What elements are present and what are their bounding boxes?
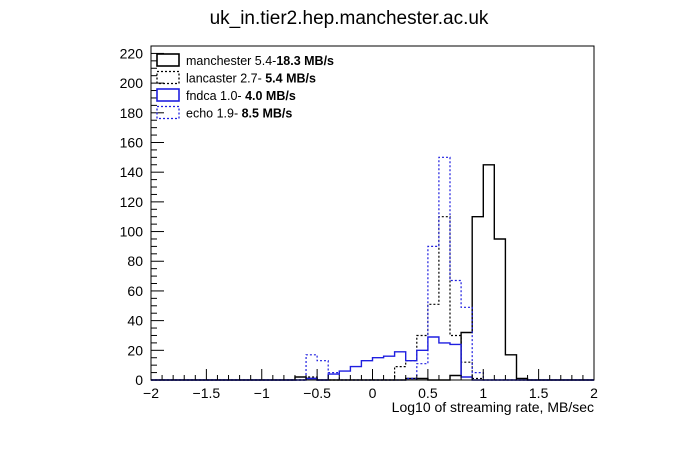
legend-range: 18.3 MB/s (276, 54, 334, 68)
series-manchester (151, 164, 594, 381)
legend-label: manchester 5.4-18.3 MB/s (186, 54, 334, 68)
legend-entry-echo: echo 1.9- 8.5 MB/s (156, 105, 292, 121)
legend-entry-manchester: manchester 5.4-18.3 MB/s (156, 53, 334, 68)
x-tick-label: −1 (254, 385, 270, 401)
legend-entry-lancaster: lancaster 2.7- 5.4 MB/s (156, 70, 316, 86)
y-tick-label: 140 (120, 164, 144, 180)
x-axis-label: Log10 of streaming rate, MB/sec (392, 399, 594, 415)
legend-label: echo 1.9- 8.5 MB/s (186, 107, 292, 121)
x-tick-label: 1 (479, 385, 487, 401)
y-tick-label: 200 (120, 75, 144, 91)
legend: manchester 5.4-18.3 MB/s lancaster 2.7- 5… (156, 53, 334, 121)
y-tick-label: 80 (127, 253, 143, 269)
y-tick-label: 100 (120, 224, 144, 240)
y-tick-label: 180 (120, 105, 144, 121)
x-tick-label: −1.5 (193, 385, 221, 401)
x-tick-label: −0.5 (303, 385, 331, 401)
x-tick-label: −2 (143, 385, 159, 401)
series-layer (151, 156, 594, 381)
legend-label: fndca 1.0- 4.0 MB/s (186, 89, 296, 103)
legend-swatch (156, 70, 180, 85)
legend-swatch (156, 53, 180, 67)
legend-name: manchester 5.4- (186, 54, 276, 68)
y-tick-label: 120 (120, 194, 144, 210)
y-tick-label: 20 (127, 342, 143, 358)
legend-name: echo 1.9- (186, 107, 242, 121)
legend-entry-fndca: fndca 1.0- 4.0 MB/s (156, 88, 296, 103)
y-tick-label: 60 (127, 283, 143, 299)
x-tick-label: 1.5 (529, 385, 549, 401)
series-lancaster (151, 216, 594, 381)
legend-range: 8.5 MB/s (242, 107, 293, 121)
y-tick-label: 40 (127, 313, 143, 329)
x-tick-label: 2 (590, 385, 598, 401)
x-tick-label: 0.5 (418, 385, 438, 401)
legend-swatch (156, 105, 180, 120)
legend-name: fndca 1.0- (186, 89, 245, 103)
y-tick-label: 220 (120, 45, 144, 61)
axis-layer: −2 −1.5 −1 −0.5 0 0.5 1 1.5 20204060801001201401… (120, 45, 598, 401)
legend-range: 4.0 MB/s (245, 89, 296, 103)
legend-range: 5.4 MB/s (265, 72, 316, 86)
legend-label: lancaster 2.7- 5.4 MB/s (186, 72, 316, 86)
x-tick-label: 0 (369, 385, 377, 401)
y-tick-label: 0 (135, 372, 143, 388)
legend-name: lancaster 2.7- (186, 72, 265, 86)
y-tick-label: 160 (120, 134, 144, 150)
chart-title: uk_in.tier2.hep.manchester.ac.uk (210, 8, 489, 29)
legend-swatch (156, 88, 180, 102)
series-echo (151, 156, 594, 381)
